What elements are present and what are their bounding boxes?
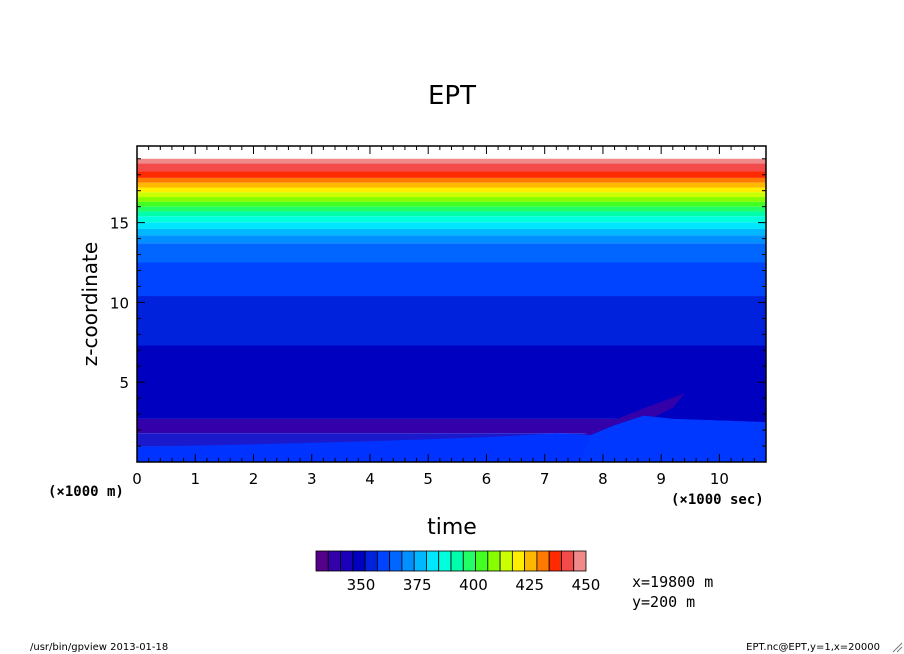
colorbar-swatch — [561, 550, 575, 572]
colorbar-tick-label: 450 — [572, 576, 601, 594]
colorbar-swatch — [438, 550, 452, 572]
footer-left: /usr/bin/gpview 2013-01-18 — [30, 642, 168, 653]
x-tick-label: 4 — [365, 470, 375, 488]
x-tick-label: 0 — [132, 470, 142, 488]
x-tick-label: 3 — [307, 470, 317, 488]
contour-band — [137, 146, 766, 159]
colorbar: 350 375 400 425 450 — [315, 550, 601, 594]
colorbar-tick-label: 400 — [459, 576, 488, 594]
colorbar-swatch — [315, 550, 329, 572]
annotation-x: x=19800 m — [632, 573, 713, 591]
contour-band — [137, 201, 766, 207]
colorbar-swatch — [499, 550, 513, 572]
contour-band — [137, 177, 766, 183]
x-tick-label: 8 — [598, 470, 608, 488]
contour-band — [137, 182, 766, 188]
contour-region — [579, 415, 766, 462]
resize-grip-icon — [892, 642, 903, 653]
contour-band — [137, 228, 766, 236]
y-unit-label: (×1000 m) — [48, 484, 124, 500]
colorbar-swatch — [524, 550, 538, 572]
colorbar-swatch — [511, 550, 526, 572]
contour-band — [137, 197, 766, 202]
colorbar-swatch — [475, 550, 489, 572]
colorbar-swatch — [352, 550, 366, 572]
colorbar-swatch — [376, 550, 391, 572]
contour-band — [137, 216, 766, 223]
x-axis-label: time — [427, 515, 477, 540]
plot-area — [137, 146, 766, 462]
contour-band — [137, 192, 766, 198]
y-tick-label: 15 — [110, 215, 129, 233]
contour-band — [137, 243, 766, 263]
colorbar-swatch — [389, 550, 403, 572]
y-tick-label: 5 — [119, 374, 129, 392]
colorbar-swatch — [413, 550, 427, 572]
colorbar-tick-label: 375 — [403, 576, 432, 594]
x-unit-label: (×1000 sec) — [671, 492, 764, 508]
x-axis: 0 1 2 3 4 5 6 7 8 9 10 — [132, 146, 767, 488]
colorbar-swatch — [450, 550, 464, 572]
x-tick-label: 1 — [190, 470, 200, 488]
x-tick-label: 5 — [423, 470, 433, 488]
colorbar-swatch — [536, 550, 550, 572]
contour-band — [137, 163, 766, 172]
colorbar-swatch — [573, 550, 587, 572]
contour-band — [137, 171, 766, 178]
y-axis-label: z-coordinate — [78, 242, 102, 366]
colorbar-swatch — [548, 550, 562, 572]
contour-band — [137, 222, 766, 229]
colorbar-swatch — [426, 550, 440, 572]
colorbar-swatch — [327, 550, 341, 572]
x-tick-label: 10 — [710, 470, 729, 488]
x-tick-label: 2 — [249, 470, 259, 488]
footer-right: EPT.nc@EPT,y=1,x=20000 — [746, 642, 880, 653]
contour-band — [137, 235, 766, 244]
colorbar-swatch — [340, 550, 354, 572]
annotation-y: y=200 m — [632, 593, 695, 611]
colorbar-swatch — [401, 550, 415, 572]
x-tick-label: 6 — [482, 470, 492, 488]
contour-band — [137, 211, 766, 217]
y-tick-label: 10 — [110, 294, 129, 312]
contour-band — [137, 262, 766, 297]
chart-title: EPT — [428, 81, 476, 111]
contour-band — [137, 206, 766, 212]
colorbar-swatch — [487, 550, 501, 572]
x-tick-label: 9 — [656, 470, 666, 488]
x-tick-label: 7 — [540, 470, 550, 488]
contour-band — [137, 158, 766, 164]
colorbar-tick-label: 425 — [515, 576, 544, 594]
colorbar-swatch — [462, 550, 476, 572]
y-axis: 5 10 15 — [110, 158, 766, 463]
colorbar-swatch — [364, 550, 378, 572]
contour-band — [137, 187, 766, 193]
contour-band — [137, 296, 766, 346]
colorbar-tick-label: 350 — [347, 576, 376, 594]
